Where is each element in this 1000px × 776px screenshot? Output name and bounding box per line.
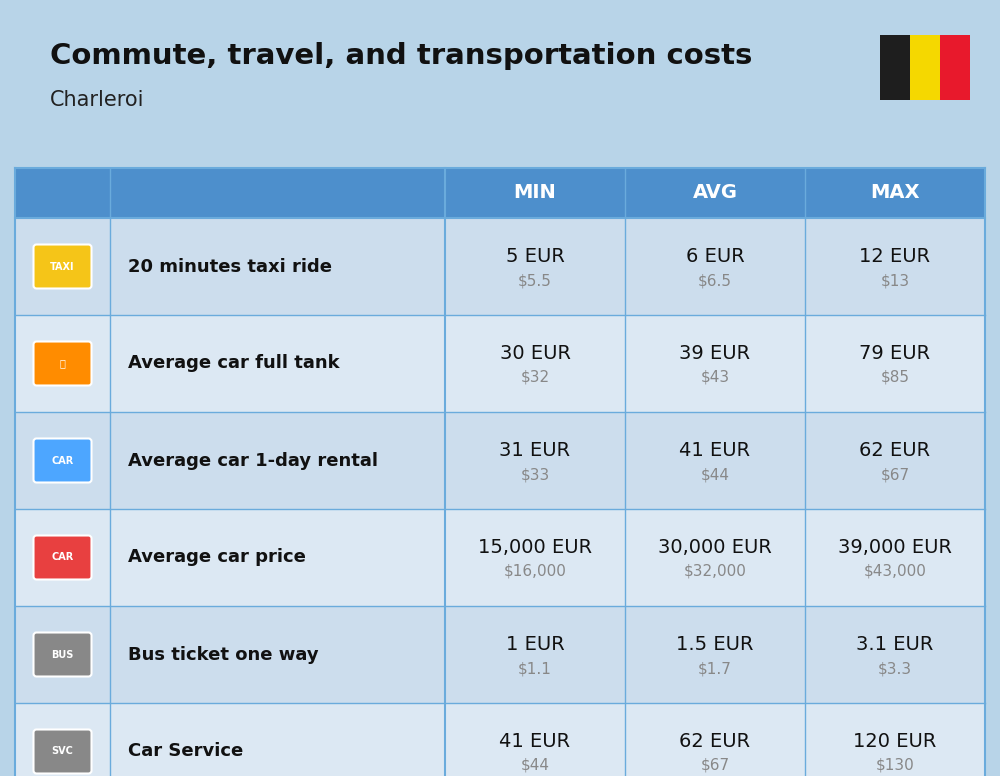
Text: 30,000 EUR: 30,000 EUR: [658, 538, 772, 557]
FancyBboxPatch shape: [34, 341, 92, 386]
Text: $85: $85: [881, 370, 910, 385]
Bar: [15, 509, 985, 606]
Bar: [880, 35, 910, 100]
Text: 62 EUR: 62 EUR: [679, 732, 751, 751]
Text: Commute, travel, and transportation costs: Commute, travel, and transportation cost…: [50, 42, 752, 70]
Text: $6.5: $6.5: [698, 273, 732, 288]
Text: 39 EUR: 39 EUR: [679, 344, 751, 363]
Text: $1.1: $1.1: [518, 661, 552, 676]
Text: CAR: CAR: [51, 456, 74, 466]
Text: $33: $33: [520, 467, 550, 482]
Text: 6 EUR: 6 EUR: [686, 247, 744, 266]
Text: $67: $67: [880, 467, 910, 482]
Text: CAR: CAR: [51, 553, 74, 563]
Text: $5.5: $5.5: [518, 273, 552, 288]
Text: Average car price: Average car price: [128, 549, 306, 566]
FancyBboxPatch shape: [34, 632, 92, 677]
Text: $3.3: $3.3: [878, 661, 912, 676]
Text: MAX: MAX: [870, 183, 920, 203]
Text: BUS: BUS: [51, 650, 74, 660]
Text: 20 minutes taxi ride: 20 minutes taxi ride: [128, 258, 332, 275]
FancyBboxPatch shape: [34, 535, 92, 580]
Bar: [15, 606, 985, 703]
Text: $32,000: $32,000: [684, 564, 746, 579]
Text: Average car 1-day rental: Average car 1-day rental: [128, 452, 378, 469]
Text: 12 EUR: 12 EUR: [859, 247, 931, 266]
Text: $44: $44: [520, 758, 550, 773]
Text: $130: $130: [876, 758, 914, 773]
Text: 15,000 EUR: 15,000 EUR: [478, 538, 592, 557]
Text: 62 EUR: 62 EUR: [859, 441, 931, 460]
Text: $1.7: $1.7: [698, 661, 732, 676]
Text: $13: $13: [880, 273, 910, 288]
Text: 1 EUR: 1 EUR: [506, 635, 564, 654]
Text: 79 EUR: 79 EUR: [859, 344, 931, 363]
Bar: [15, 703, 985, 776]
Text: Charleroi: Charleroi: [50, 90, 144, 110]
FancyBboxPatch shape: [34, 438, 92, 483]
Text: AVG: AVG: [692, 183, 738, 203]
Bar: [15, 315, 985, 412]
FancyBboxPatch shape: [34, 729, 92, 774]
Text: 3.1 EUR: 3.1 EUR: [856, 635, 934, 654]
Text: Car Service: Car Service: [128, 743, 243, 760]
Text: $67: $67: [700, 758, 730, 773]
Text: 5 EUR: 5 EUR: [506, 247, 564, 266]
Bar: [15, 218, 985, 315]
Text: SVC: SVC: [52, 747, 73, 757]
Bar: [940, 35, 970, 100]
FancyBboxPatch shape: [34, 244, 92, 289]
Text: TAXI: TAXI: [50, 262, 75, 272]
Text: ⛽: ⛽: [60, 359, 65, 369]
Text: $16,000: $16,000: [504, 564, 566, 579]
Text: 41 EUR: 41 EUR: [499, 732, 571, 751]
Text: 30 EUR: 30 EUR: [500, 344, 570, 363]
Bar: [15, 412, 985, 509]
Bar: [15, 168, 985, 218]
Text: Average car full tank: Average car full tank: [128, 355, 340, 372]
Text: 1.5 EUR: 1.5 EUR: [676, 635, 754, 654]
Bar: [910, 35, 940, 100]
Text: $44: $44: [700, 467, 730, 482]
Text: $43,000: $43,000: [864, 564, 926, 579]
Text: 39,000 EUR: 39,000 EUR: [838, 538, 952, 557]
Text: 31 EUR: 31 EUR: [499, 441, 571, 460]
Text: 41 EUR: 41 EUR: [679, 441, 751, 460]
Text: 120 EUR: 120 EUR: [853, 732, 937, 751]
Text: $32: $32: [520, 370, 550, 385]
Text: Bus ticket one way: Bus ticket one way: [128, 646, 319, 663]
Text: $43: $43: [700, 370, 730, 385]
Text: MIN: MIN: [514, 183, 556, 203]
